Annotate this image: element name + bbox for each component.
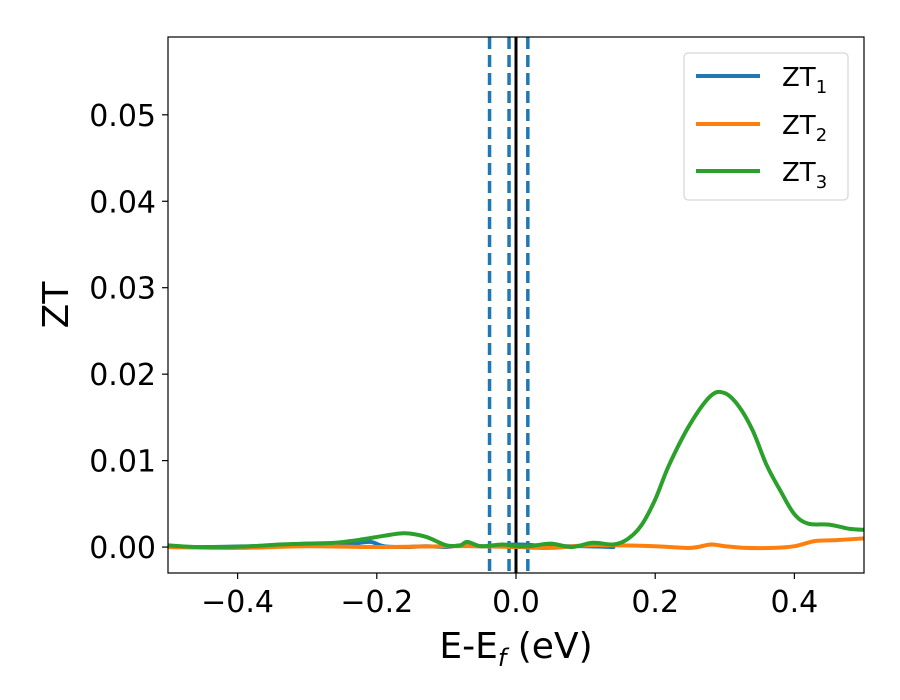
- legend-entry-zt2: ZT2: [696, 111, 827, 146]
- y-axis-title: ZT: [36, 281, 77, 329]
- legend-box: [683, 52, 849, 201]
- series-line-zt2: [168, 536, 864, 551]
- x-axis-title: E-Ef (eV): [439, 626, 592, 672]
- y-axis: 0.00 0.01 0.02 0.03 0.04 0.05: [89, 99, 168, 566]
- series-lines: [168, 389, 864, 551]
- x-tick-label-0p2: 0.2: [631, 585, 679, 620]
- legend: ZT1 ZT2 ZT3: [683, 52, 849, 201]
- x-axis-title-main: E-E: [439, 626, 497, 667]
- legend-label-zt2-sub: 2: [816, 125, 827, 146]
- y-tick-label-0p05: 0.05: [89, 99, 156, 134]
- x-tick-label-0p2: −0.2: [340, 585, 413, 620]
- series-line-zt3: [168, 389, 864, 550]
- legend-label-zt3-sub: 3: [816, 172, 827, 193]
- x-tick-label-0p4: 0.4: [771, 585, 819, 620]
- legend-label-zt3-main: ZT: [782, 158, 816, 188]
- y-tick-label-0: 0.00: [89, 531, 156, 566]
- legend-label-zt1: ZT1: [782, 63, 827, 98]
- x-axis-title-suffix: (eV): [506, 626, 592, 667]
- reference-lines: [487, 37, 530, 573]
- x-tick-label-0: 0.0: [492, 585, 540, 620]
- y-tick-label-0p02: 0.02: [89, 358, 156, 393]
- y-tick-label-0p01: 0.01: [89, 445, 156, 480]
- legend-label-zt2-main: ZT: [782, 111, 816, 141]
- legend-entry-zt3: ZT3: [696, 158, 827, 193]
- legend-label-zt3: ZT3: [782, 158, 827, 193]
- legend-label-zt1-sub: 1: [816, 77, 827, 98]
- x-tick-label-0p4: −0.4: [201, 585, 274, 620]
- x-axis: −0.4 −0.2 0.0 0.2 0.4: [201, 573, 818, 620]
- legend-label-zt2: ZT2: [782, 111, 827, 146]
- legend-label-zt1-main: ZT: [782, 63, 816, 93]
- legend-entry-zt1: ZT1: [696, 63, 827, 98]
- y-tick-label-0p04: 0.04: [89, 185, 156, 220]
- y-tick-label-0p03: 0.03: [89, 272, 156, 307]
